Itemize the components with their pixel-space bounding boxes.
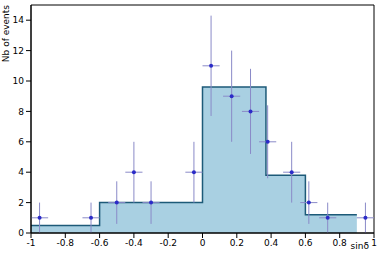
- svg-text:0.2: 0.2: [230, 238, 244, 248]
- svg-text:-0.6: -0.6: [91, 238, 109, 248]
- svg-text:0: 0: [18, 228, 24, 238]
- svg-text:10: 10: [13, 76, 25, 86]
- svg-text:6: 6: [18, 137, 24, 147]
- svg-text:-0.2: -0.2: [159, 238, 177, 248]
- svg-text:0.6: 0.6: [298, 238, 313, 248]
- svg-text:14: 14: [13, 15, 25, 25]
- svg-text:0.8: 0.8: [333, 238, 348, 248]
- svg-text:0.4: 0.4: [264, 238, 279, 248]
- svg-text:8: 8: [18, 107, 24, 117]
- svg-text:0: 0: [200, 238, 206, 248]
- svg-text:-0.4: -0.4: [125, 238, 143, 248]
- svg-text:-0.8: -0.8: [57, 238, 75, 248]
- svg-text:4: 4: [18, 167, 24, 177]
- html-text:Nb of events: Nb of events: [1, 5, 11, 63]
- svg-text:1: 1: [371, 238, 373, 248]
- svg-text:2: 2: [18, 198, 24, 208]
- svg-text:-1: -1: [27, 238, 36, 248]
- html-text:sinδ: sinδ: [350, 241, 369, 251]
- svg-text:12: 12: [13, 46, 24, 56]
